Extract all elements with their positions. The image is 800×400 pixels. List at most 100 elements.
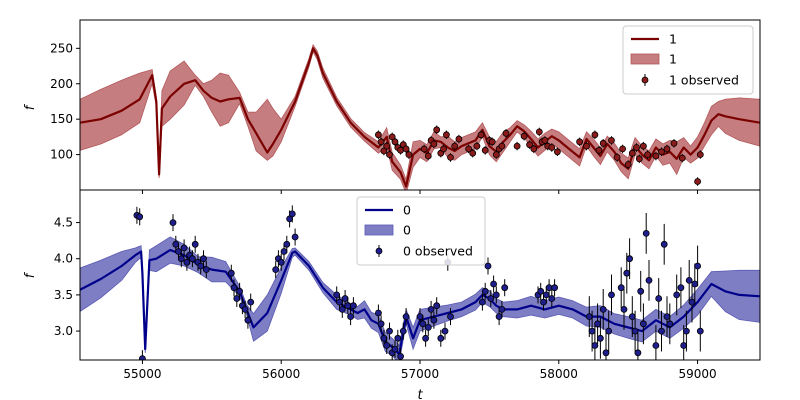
bot-data-point-17 [230,284,238,292]
top-data-point-51 [619,145,626,153]
bot-data-point-92 [634,349,642,357]
bot-legend-point-swatch [375,247,383,255]
top-data-point-4 [386,151,393,159]
bot-data-point-79 [591,342,599,349]
top-data-point-55 [635,155,643,163]
top-data-point-1 [377,138,385,146]
top-data-point-16 [433,126,441,134]
top-data-point-33 [502,129,510,137]
bottom-legend: 0 0 0 observed [356,196,486,266]
top-data-point-36 [526,141,533,149]
bot-ytick-label-0: 3.0 [54,324,73,338]
bot-data-point-51 [419,320,427,328]
bot-legend-label-2: 0 observed [403,244,473,259]
bot-data-point-74 [545,284,553,292]
bottom-y-ticks: 3.0 3.5 4.0 4.5 [54,216,80,338]
bot-data-point-68 [498,305,506,313]
top-data-point-20 [447,153,454,161]
bot-data-point-86 [617,284,625,292]
top-data-point-58 [652,152,660,160]
bot-data-point-14 [200,255,207,263]
top-legend-label-0: 1 [669,32,677,47]
bottom-y-axis-label: f [23,271,38,278]
bot-data-point-30 [288,210,296,218]
bottom-xtick-label-1: 56000 [262,367,300,381]
bot-data-point-63 [484,262,492,270]
bot-legend-label-1: 0 [403,223,411,238]
top-ytick-label-3: 250 [50,41,73,55]
bot-data-point-58 [441,327,449,335]
top-data-point-34 [513,142,521,150]
bot-data-point-71 [537,287,545,295]
bottom-panel: 3.0 3.5 4.0 4.5 55000 56000 57000 58000 59000 f… [23,189,761,400]
top-data-point-8 [397,146,405,154]
bot-data-point-85 [608,291,615,299]
top-data-point-53 [628,149,636,157]
top-legend-point-swatch [641,76,649,84]
top-data-point-57 [644,151,651,159]
bot-data-point-23 [247,298,255,306]
bot-data-point-77 [585,313,593,321]
bottom-xtick-label-2: 57000 [401,367,439,381]
bot-data-point-41 [380,334,388,342]
bot-data-point-15 [202,266,210,274]
top-model-line-0 [80,47,760,188]
bot-data-point-91 [631,327,639,335]
top-data-point-62 [678,154,686,162]
bot-ytick-label-3: 4.5 [54,216,73,230]
top-data-point-43 [554,148,561,156]
bot-ytick-label-1: 3.5 [54,288,73,302]
bot-data-point-109 [691,280,699,288]
top-data-point-49 [608,136,615,144]
bot-data-point-88 [623,269,631,277]
bot-data-point-84 [605,327,613,335]
bot-data-point-69 [501,284,509,292]
bot-data-point-96 [645,276,653,284]
top-data-point-15 [430,140,438,148]
top-data-point-19 [442,131,450,139]
bot-legend-band-swatch [364,224,394,236]
bot-data-point-18 [233,295,241,302]
top-data-point-22 [455,135,463,143]
bot-data-point-56 [433,302,441,310]
bot-data-point-45 [391,345,399,353]
top-data-point-50 [613,153,621,161]
bottom-points-layer [133,205,704,360]
bot-data-point-5 [175,248,182,255]
bot-data-point-27 [280,248,288,255]
top-data-point-3 [383,142,391,150]
bot-data-point-6 [177,255,185,263]
top-ytick-label-2: 200 [50,77,73,91]
top-data-point-29 [488,138,496,146]
bot-data-point-7 [180,244,188,252]
bot-data-point-16 [227,269,235,277]
bot-data-point-105 [680,342,688,349]
bot-data-point-49 [402,313,410,321]
bot-data-point-48 [399,327,407,335]
bot-data-point-106 [683,327,690,335]
bot-data-point-22 [244,316,252,324]
top-data-point-64 [696,151,704,159]
bot-data-point-87 [620,305,628,313]
bot-data-point-100 [660,240,668,248]
top-data-point-23 [465,145,473,153]
bot-data-point-110 [694,262,701,270]
top-data-point-32 [498,142,506,150]
bottom-x-ticks: 55000 56000 57000 58000 59000 [123,360,717,381]
top-data-point-13 [424,152,432,160]
top-data-point-25 [473,142,481,150]
bot-data-point-39 [374,309,382,317]
bot-data-point-1 [136,213,144,221]
bot-data-point-2 [139,355,146,360]
top-data-point-59 [658,148,665,156]
bot-data-point-13 [197,262,205,270]
bot-legend-box [356,196,486,266]
bot-legend-label-0: 0 [403,203,411,218]
top-legend-label-1: 1 [669,52,677,67]
bot-data-point-64 [487,295,495,302]
bot-data-point-10 [188,255,196,263]
bot-data-point-3 [169,219,177,227]
top-data-point-48 [599,139,607,147]
top-data-point-42 [548,144,556,151]
top-data-point-18 [440,145,448,153]
